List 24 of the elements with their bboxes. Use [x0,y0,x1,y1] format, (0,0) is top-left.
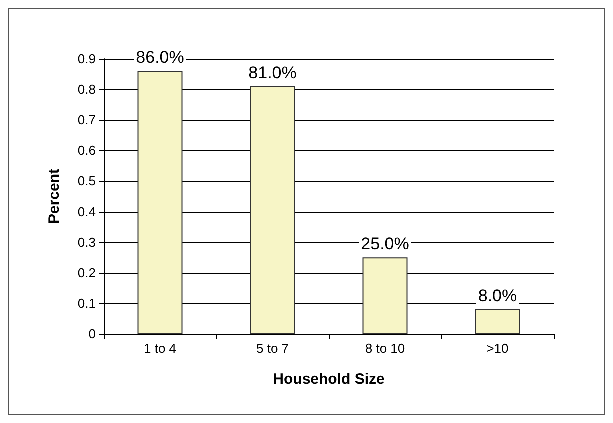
y-tick-label: 0.6 [78,143,96,158]
data-label: 25.0% [361,234,410,254]
data-label: 8.0% [478,286,518,306]
y-tick-label: 0.5 [78,174,96,189]
y-tick-label: 0.7 [78,112,96,128]
x-tick-label: 8 to 10 [365,341,406,356]
data-label: 81.0% [248,64,297,82]
y-tick-label: 0.2 [78,265,96,280]
x-tick-label: >10 [486,341,509,356]
y-tick-label: 0.3 [78,234,96,250]
y-axis-title: Percent [46,168,63,224]
y-tick-label: 0.8 [78,82,96,98]
bar [475,310,520,334]
y-tick-label: 0.1 [78,296,96,311]
bar [250,86,296,334]
x-tick-label: 5 to 7 [256,341,290,356]
y-tick-label: 0.9 [78,52,96,66]
x-tick-label: 1 to 4 [144,341,177,356]
bar [138,71,183,334]
bar [362,258,408,334]
x-axis-title: Household Size [273,371,385,388]
data-label: 86.0% [136,48,184,68]
y-tick-label: 0 [88,326,96,342]
y-tick-label: 0.4 [78,204,96,220]
